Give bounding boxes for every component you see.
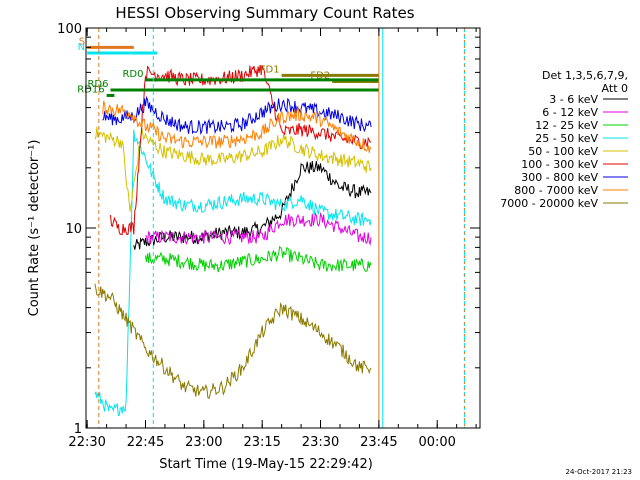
series-line-12-25-kev [145, 245, 372, 273]
x-tick-label: 23:45 [360, 435, 397, 450]
x-tick-label: 00:00 [418, 435, 455, 450]
plot-timestamp: 24-Oct-2017 21:23 [565, 468, 632, 476]
legend-label-50-100-kev: 50 - 100 keV [528, 145, 598, 158]
legend-label-100-300-kev: 100 - 300 keV [521, 158, 598, 171]
flag-label-rd6: RD6 [87, 79, 108, 90]
flag-label-rd16: RD16 [77, 84, 104, 95]
y-tick-label: 10 [65, 222, 82, 237]
series-line-25-50-kev [94, 129, 372, 417]
series-layer [94, 64, 372, 417]
x-tick-label: 22:30 [68, 435, 105, 450]
legend-label-800-7000-kev: 800 - 7000 keV [514, 184, 598, 197]
x-tick-label: 23:30 [302, 435, 339, 450]
x-tick-label: 23:15 [243, 435, 280, 450]
y-ticks: 1 10 100 [57, 22, 480, 437]
legend-label-6-12-kev: 6 - 12 keV [542, 106, 598, 119]
x-axis-label: Start Time (19-May-15 22:29:42) [159, 457, 373, 472]
y-tick-label: 100 [57, 22, 82, 37]
flag-label-fd1: FD1 [260, 64, 280, 75]
series-line-300-800-kev [102, 95, 372, 136]
y-axis-label: Count Rate (s⁻¹ detector⁻¹) [27, 140, 42, 317]
legend-header-line: Att 0 [602, 82, 628, 95]
series-line-7000-20000-kev [94, 283, 372, 399]
legend-label-3-6-kev: 3 - 6 keV [549, 93, 598, 106]
legend-label-25-50-kev: 25 - 50 keV [535, 132, 598, 145]
plot-frame [85, 27, 481, 429]
marker-layer [98, 28, 465, 428]
series-line-800-7000-kev [102, 100, 372, 153]
legend-label-300-800-kev: 300 - 800 keV [521, 171, 598, 184]
legend-header-line: Det 1,3,5,6,7,9, [542, 69, 628, 82]
x-ticks: 22:30 22:45 23:00 23:15 23:30 23:45 00:00 [68, 28, 477, 450]
legend-label-7000-20000-kev: 7000 - 20000 keV [500, 197, 598, 210]
flag-label-s: S [79, 36, 85, 47]
flag-label-rd0: RD0 [122, 69, 143, 80]
legend-label-12-25-kev: 12 - 25 keV [535, 119, 598, 132]
x-tick-label: 22:45 [127, 435, 164, 450]
series-line-3-6-kev [133, 160, 372, 250]
flag-label-n: N [78, 42, 85, 53]
chart-title: HESSI Observing Summary Count Rates [115, 4, 414, 22]
x-tick-label: 23:00 [185, 435, 222, 450]
series-line-100-300-kev [110, 64, 372, 236]
flag-label-fd2: FD2 [310, 71, 330, 82]
series-line-6-12-kev [145, 211, 372, 247]
y-tick-label: 1 [74, 422, 82, 437]
